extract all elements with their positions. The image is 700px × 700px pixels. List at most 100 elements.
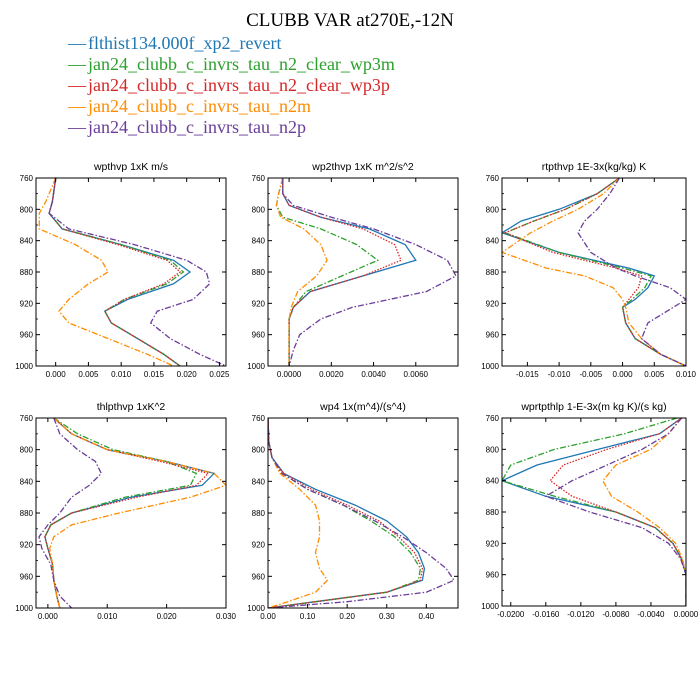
y-tick-label: 760: [252, 174, 266, 183]
panel-title: rtpthvp 1E-3x(kg/kg) K: [542, 161, 646, 173]
y-tick-label: 880: [20, 268, 34, 277]
x-tick-label: 0.025: [209, 370, 230, 379]
chart-panel-4: thlpthvp 1xK^2 760 800 840 880 920 960 1000 0.00…: [15, 401, 236, 621]
y-tick-label: 1000: [481, 362, 499, 371]
x-tick-label: -0.0200: [497, 610, 525, 619]
series-line: [503, 178, 686, 366]
chart-panel-6: wprtpthlp 1-E-3x(m kg K)/(s kg) 760 800 840…: [481, 401, 699, 619]
legend-item: — jan24_clubb_c_invrs_tau_n2_clear_wp3m: [68, 54, 395, 75]
legend-item: — jan24_clubb_c_invrs_tau_n2_clear_wp3p: [68, 75, 395, 96]
y-tick-label: 920: [20, 541, 34, 550]
x-tick-label: 0.0040: [361, 370, 386, 379]
series-line: [275, 178, 380, 366]
x-tick-label: 0.20: [339, 612, 355, 621]
y-tick-label: 880: [252, 509, 266, 518]
y-tick-label: 800: [486, 445, 500, 454]
series-line: [44, 418, 198, 608]
series-line: [502, 178, 686, 366]
series-line: [48, 178, 226, 366]
x-tick-label: 0.000: [613, 370, 634, 379]
chart-panel-3: rtpthvp 1E-3x(kg/kg) K 760 800 840 880 920 960…: [481, 161, 696, 379]
plot-frame: [35, 417, 227, 609]
y-tick-label: 920: [252, 541, 266, 550]
chart-panel-2: wp2thvp 1xK m^2/s^2 760 800 840 880 920 960 100…: [247, 161, 459, 379]
y-tick-label: 760: [20, 414, 34, 423]
y-tick-label: 1000: [247, 604, 265, 613]
y-tick-label: 840: [486, 477, 500, 486]
series-line: [502, 418, 686, 606]
x-tick-label: -0.0160: [532, 610, 560, 619]
panel-title: wpthvp 1xK m/s: [93, 161, 168, 173]
x-tick-label: 0.030: [216, 612, 237, 621]
chart-panel-1: wpthvp 1xK m/s 760 800 840 880 920 960 1000 0.00…: [15, 161, 230, 379]
y-tick-label: 920: [486, 539, 500, 548]
y-tick-label: 960: [20, 572, 34, 581]
panel-title: wp4 1x(m^4)/(s^4): [319, 401, 406, 413]
y-tick-label: 960: [252, 572, 266, 581]
x-tick-label: 0.000: [38, 612, 59, 621]
series-line: [48, 178, 182, 366]
legend-dash-icon: —: [68, 75, 86, 95]
y-tick-label: 800: [20, 446, 34, 455]
y-tick-label: 880: [486, 268, 500, 277]
y-tick-label: 960: [486, 571, 500, 580]
y-tick-label: 840: [486, 237, 500, 246]
x-tick-label: 0.005: [644, 370, 665, 379]
y-tick-label: 760: [486, 174, 500, 183]
x-tick-label: 0.00: [260, 612, 276, 621]
legend-label: jan24_clubb_c_invrs_tau_n2p: [88, 117, 306, 137]
x-tick-label: 0.0000: [674, 610, 699, 619]
x-tick-label: 0.0000: [277, 370, 302, 379]
series-line: [282, 178, 402, 366]
y-tick-label: 880: [252, 268, 266, 277]
y-tick-label: 840: [20, 477, 34, 486]
legend-label: jan24_clubb_c_invrs_tau_n2m: [88, 96, 311, 116]
x-tick-label: 0.0020: [319, 370, 344, 379]
y-tick-label: 840: [20, 237, 34, 246]
x-tick-label: -0.0120: [567, 610, 595, 619]
series-line: [268, 418, 424, 608]
y-tick-label: 760: [252, 414, 266, 423]
plot-frame: [501, 177, 687, 367]
plot-frame: [35, 177, 227, 367]
y-tick-label: 800: [252, 446, 266, 455]
series-line: [48, 178, 185, 366]
legend-dash-icon: —: [68, 96, 86, 116]
y-tick-label: 1000: [247, 362, 265, 371]
x-tick-label: 0.0060: [404, 370, 429, 379]
series-line: [502, 418, 686, 606]
legend: — flthist134.000f_xp2_revert — jan24_clubb…: [68, 33, 395, 138]
x-tick-label: -0.015: [516, 370, 539, 379]
series-line: [268, 418, 329, 608]
y-tick-label: 920: [252, 299, 266, 308]
x-tick-label: 0.000: [46, 370, 67, 379]
y-tick-label: 800: [20, 205, 34, 214]
legend-dash-icon: —: [68, 117, 86, 137]
y-tick-label: 880: [20, 509, 34, 518]
series-line: [268, 418, 422, 608]
x-tick-label: -0.0040: [637, 610, 665, 619]
legend-dash-icon: —: [68, 33, 86, 53]
x-tick-label: 0.40: [419, 612, 435, 621]
x-tick-label: 0.010: [97, 612, 118, 621]
x-tick-label: -0.0080: [602, 610, 630, 619]
chart-panel-5: wp4 1x(m^4)/(s^4)76080084088092096010000…: [247, 401, 459, 621]
y-tick-label: 920: [20, 299, 34, 308]
y-tick-label: 760: [20, 174, 34, 183]
panel-title: wprtpthlp 1-E-3x(m kg K)/(s kg): [520, 401, 666, 413]
y-tick-label: 920: [486, 299, 500, 308]
series-line: [602, 418, 686, 606]
legend-label: flthist134.000f_xp2_revert: [88, 33, 282, 53]
y-tick-label: 1000: [15, 362, 33, 371]
y-tick-label: 800: [252, 205, 266, 214]
legend-item: — jan24_clubb_c_invrs_tau_n2m: [68, 96, 395, 117]
legend-item: — jan24_clubb_c_invrs_tau_n2p: [68, 117, 395, 138]
y-tick-label: 760: [486, 414, 500, 423]
series-line: [502, 178, 686, 366]
legend-label: jan24_clubb_c_invrs_tau_n2_clear_wp3p: [88, 75, 390, 95]
x-tick-label: 0.015: [144, 370, 165, 379]
x-tick-label: 0.020: [177, 370, 198, 379]
legend-item: — flthist134.000f_xp2_revert: [68, 33, 395, 54]
series-line: [282, 178, 457, 366]
y-tick-label: 840: [252, 477, 266, 486]
